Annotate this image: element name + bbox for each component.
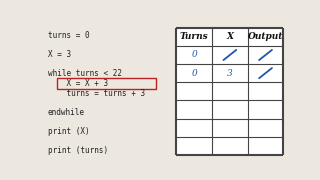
Text: while turns < 22: while turns < 22 — [48, 69, 122, 78]
Text: turns = 0: turns = 0 — [48, 31, 89, 40]
Text: turns = turns + 3: turns = turns + 3 — [48, 89, 145, 98]
Text: Output: Output — [248, 32, 283, 41]
Text: 3: 3 — [227, 69, 233, 78]
Text: 0: 0 — [191, 69, 197, 78]
Text: print (X): print (X) — [48, 127, 89, 136]
Text: 0: 0 — [191, 50, 197, 59]
Text: endwhile: endwhile — [48, 108, 85, 117]
Bar — [57, 78, 156, 89]
Text: Turns: Turns — [180, 32, 209, 41]
Text: X: X — [226, 32, 233, 41]
Text: X = 3: X = 3 — [48, 50, 71, 59]
Text: X = X + 3: X = X + 3 — [48, 79, 108, 88]
Text: print (turns): print (turns) — [48, 146, 108, 155]
Bar — [176, 28, 283, 155]
